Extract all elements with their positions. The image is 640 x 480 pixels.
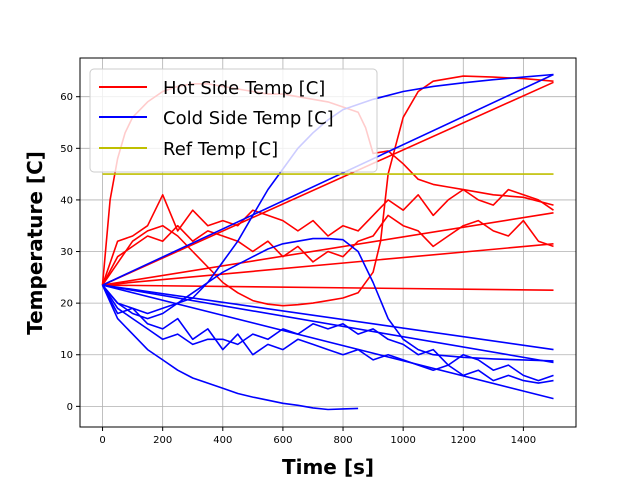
series-line-cold: [101, 284, 359, 411]
y-tick-label: 0: [67, 402, 73, 413]
series-line-cold: [102, 284, 554, 364]
series-line-cold: [101, 73, 554, 315]
series-line-hot: [101, 214, 554, 286]
legend-label-cold: Cold Side Temp [C]: [163, 108, 334, 129]
y-axis-title: Temperature [C]: [23, 151, 47, 335]
series-line-hot: [102, 212, 554, 286]
legend-label-ref: Ref Temp [C]: [163, 139, 278, 160]
series-line-hot: [102, 81, 554, 286]
series-line-hot: [102, 284, 554, 291]
y-tick-label: 50: [60, 144, 73, 155]
x-tick-label: 1200: [451, 435, 476, 446]
y-tick-label: 40: [60, 195, 73, 206]
y-tick-label: 10: [60, 350, 73, 361]
axis-ticks: 0 200 400 600 800 1000 1200 1400 0 10 20 30 40 50 60: [60, 92, 536, 446]
series-line-cold: [101, 284, 554, 382]
x-tick-label: 1000: [390, 435, 415, 446]
x-tick-label: 800: [333, 435, 352, 446]
plot-frame: [79, 57, 577, 428]
series-line-hot: [101, 188, 554, 286]
series-line-cold: [102, 73, 554, 286]
series-line-hot: [102, 243, 554, 286]
series-line-cold: [102, 284, 554, 400]
series-line-cold: [102, 284, 554, 351]
legend: Hot Side Temp [C] Cold Side Temp [C] Ref…: [89, 68, 378, 173]
series-line-cold: [101, 284, 554, 384]
series-line-hot: [101, 75, 554, 307]
x-tick-label: 0: [99, 435, 105, 446]
y-tick-label: 20: [60, 299, 73, 310]
y-tick-label: 60: [60, 92, 73, 103]
legend-label-hot: Hot Side Temp [C]: [163, 78, 325, 99]
x-tick-label: 400: [213, 435, 232, 446]
x-tick-label: 200: [153, 435, 172, 446]
x-tick-label: 1400: [511, 435, 536, 446]
legend-box: [89, 68, 378, 173]
x-axis-title: Time [s]: [282, 455, 374, 479]
y-tick-label: 30: [60, 247, 73, 258]
series-line-cold: [101, 237, 554, 362]
x-tick-label: 600: [273, 435, 292, 446]
